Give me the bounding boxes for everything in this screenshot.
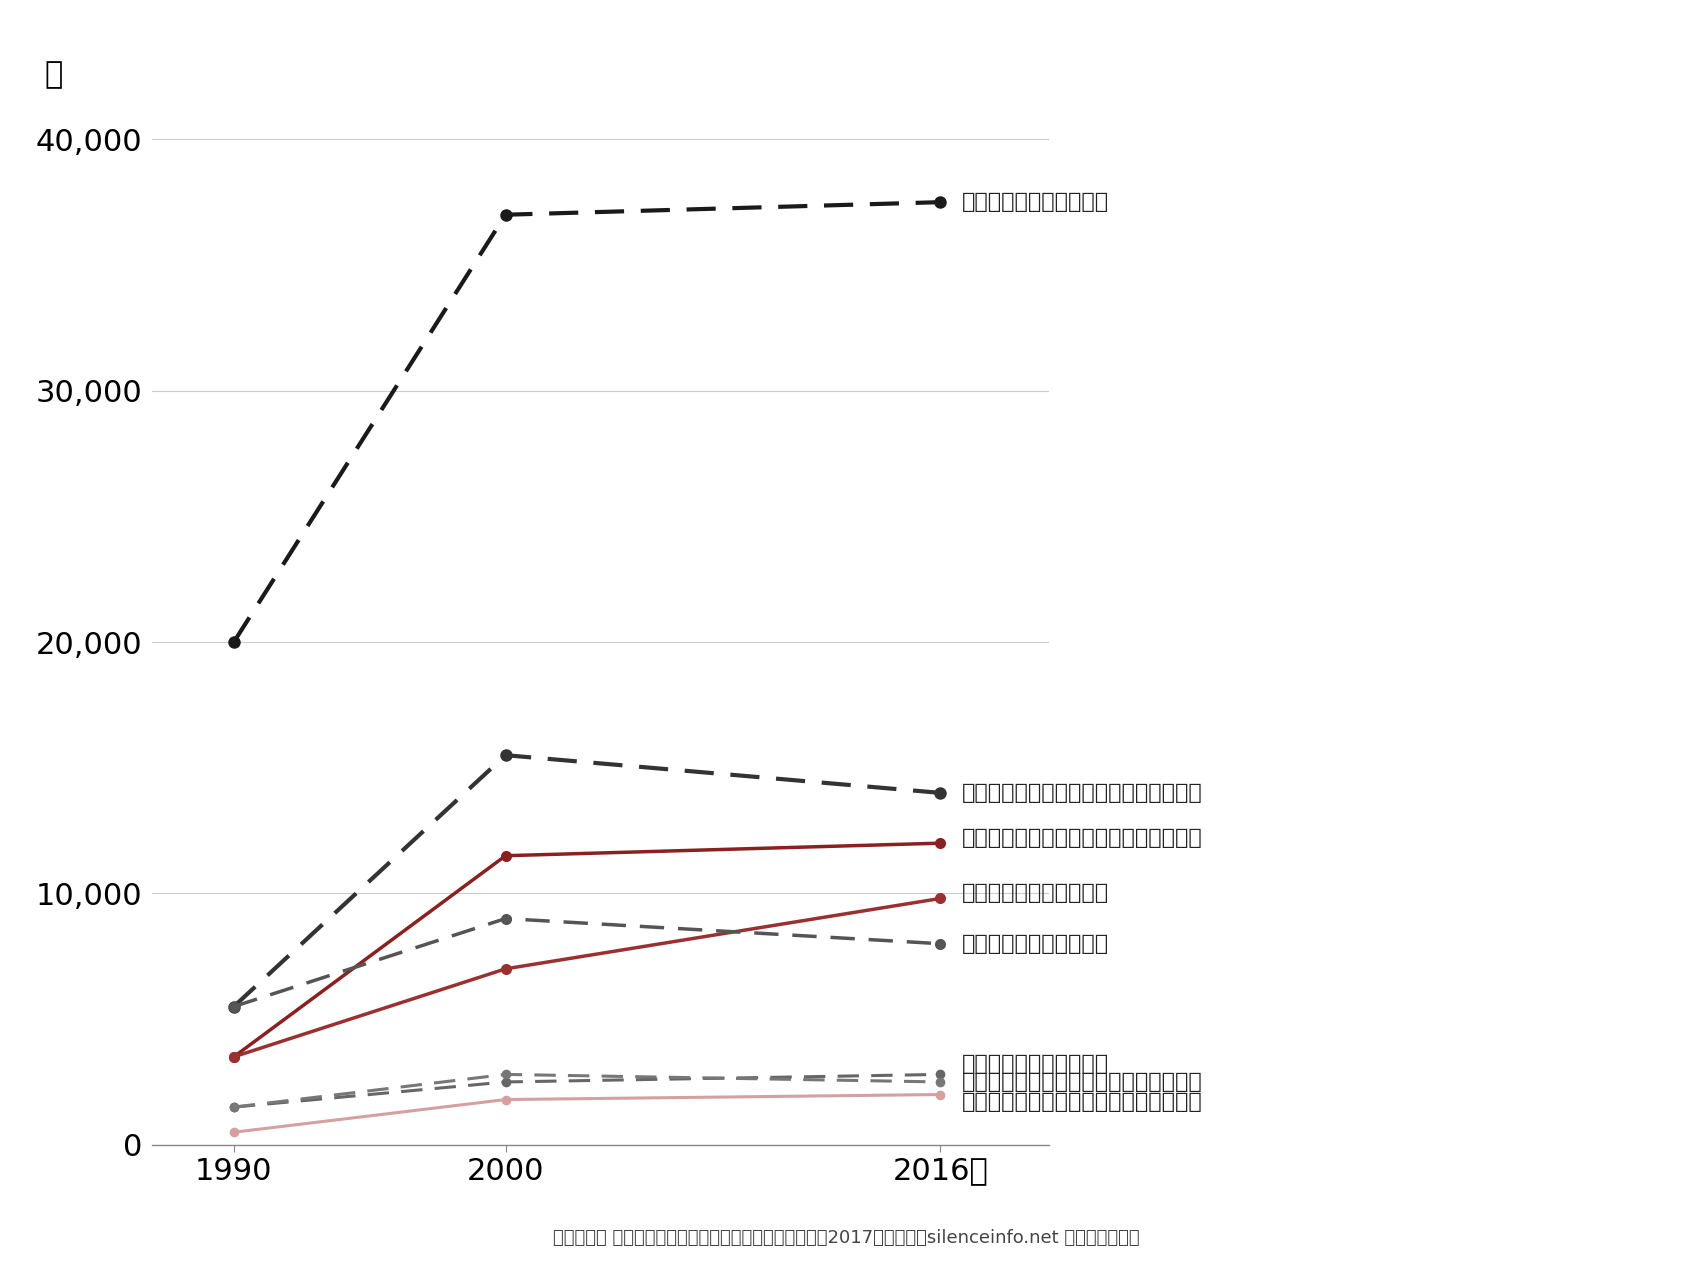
Text: 女性（修士）：人文・社会科学・その他: 女性（修士）：人文・社会科学・その他 [963, 828, 1203, 848]
Text: 男性（修士）：自然科学: 男性（修士）：自然科学 [963, 192, 1110, 212]
Text: 男性（博士）：自然科学: 男性（博士）：自然科学 [963, 934, 1110, 954]
Text: 男性（修士）：人文・社会科学・その他: 男性（修士）：人文・社会科学・その他 [963, 782, 1203, 803]
Text: 文部科学省 科学技術・学術政策研究所、「科学技術指樯2017」を基に、silenceinfo.net が加工・作成。: 文部科学省 科学技術・学術政策研究所、「科学技術指樯2017」を基に、silen… [553, 1229, 1139, 1247]
Text: 女性（博士）：人文・社会科学・その他: 女性（博士）：人文・社会科学・その他 [963, 1093, 1203, 1112]
Text: 女性（博士）：自然科学: 女性（博士）：自然科学 [963, 1054, 1110, 1075]
Text: 男性（博士）：人文・社会科学・その他: 男性（博士）：人文・社会科学・その他 [963, 1072, 1203, 1091]
Text: 女性（修士）：自然科学: 女性（修士）：自然科学 [963, 884, 1110, 903]
Text: 人: 人 [44, 60, 63, 89]
